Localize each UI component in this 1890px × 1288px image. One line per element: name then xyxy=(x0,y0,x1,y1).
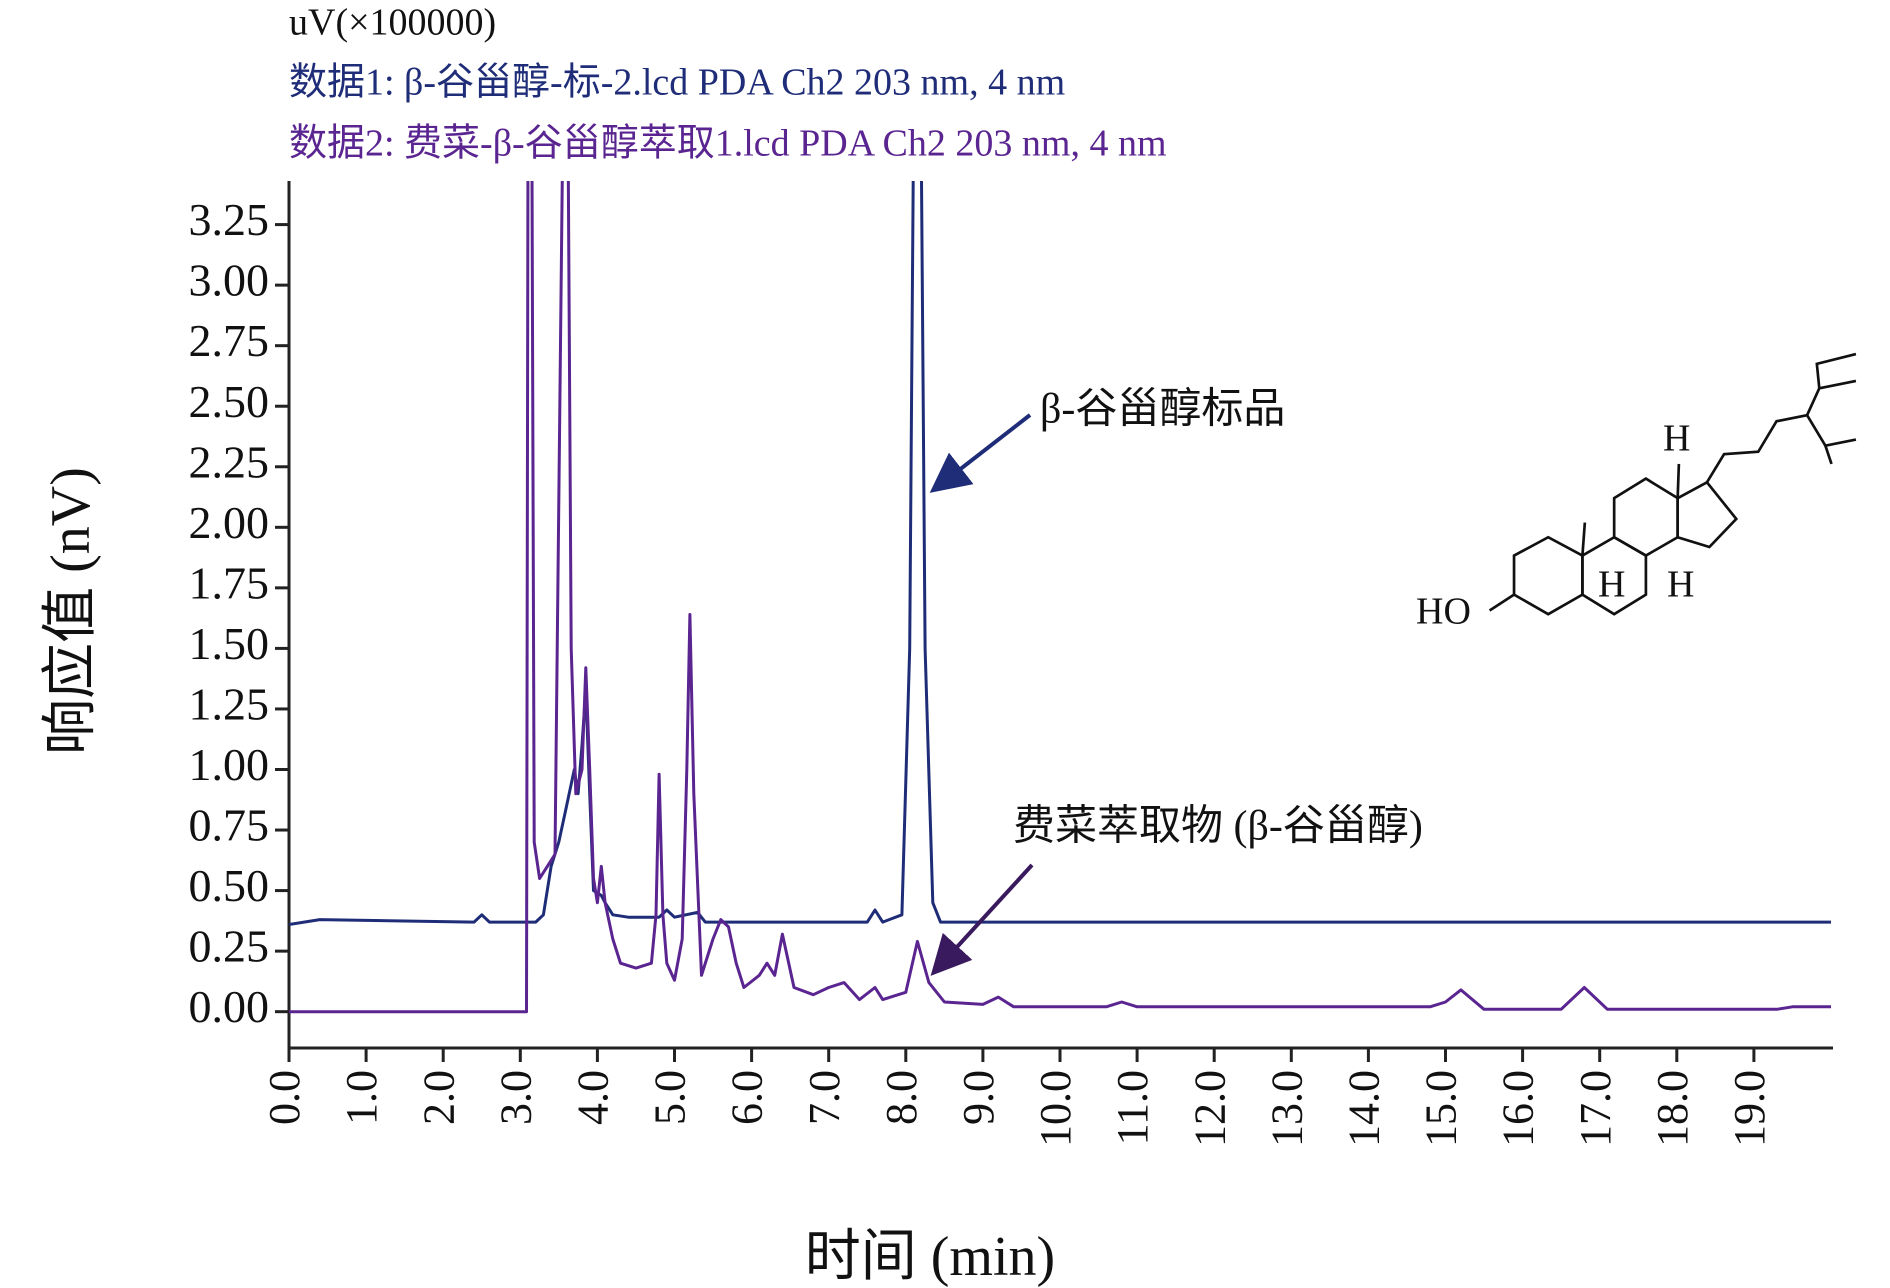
y-tick-label: 0.50 xyxy=(189,860,270,911)
annotation: β-谷甾醇标品 xyxy=(1040,387,1285,433)
y-tick-label: 1.75 xyxy=(189,557,270,608)
y-tick-label: 3.25 xyxy=(189,194,270,245)
structure-label: H xyxy=(1667,564,1694,606)
x-tick-label: 6.0 xyxy=(723,1070,772,1125)
x-axis-label: 时间 (min) xyxy=(805,1226,1055,1288)
x-tick-label: 2.0 xyxy=(414,1070,463,1125)
structure-label: H xyxy=(1598,564,1625,606)
annotation: 费菜萃取物 (β-谷甾醇) xyxy=(1013,804,1423,850)
y-tick-label: 2.75 xyxy=(189,315,270,366)
x-tick-label: 0.0 xyxy=(260,1070,309,1125)
x-tick-label: 18.0 xyxy=(1648,1070,1697,1147)
plot-area xyxy=(289,181,1831,1014)
x-tick-label: 17.0 xyxy=(1571,1070,1620,1147)
x-tick-label: 5.0 xyxy=(646,1070,695,1125)
x-tick-label: 14.0 xyxy=(1339,1070,1388,1147)
x-tick-label: 11.0 xyxy=(1108,1070,1157,1145)
y-tick-label: 0.00 xyxy=(189,981,270,1032)
x-tick-label: 4.0 xyxy=(568,1070,617,1125)
x-tick-label: 8.0 xyxy=(877,1070,926,1125)
x-tick-label: 1.0 xyxy=(337,1070,386,1125)
x-tick-label: 19.0 xyxy=(1725,1070,1774,1147)
y-tick-label: 0.75 xyxy=(189,800,270,851)
series-line xyxy=(289,181,1831,1014)
y-tick-label: 2.00 xyxy=(189,497,270,548)
y-tick-label: 1.50 xyxy=(189,618,270,669)
y-tick-label: 1.00 xyxy=(189,739,270,790)
x-tick-label: 15.0 xyxy=(1417,1070,1466,1147)
x-tick-label: 10.0 xyxy=(1031,1070,1080,1147)
structure-label: HO xyxy=(1416,591,1471,633)
legend-line: 数据2: 费菜-β-谷甾醇萃取1.lcd PDA Ch2 203 nm, 4 n… xyxy=(289,123,1167,165)
x-tick-label: 9.0 xyxy=(954,1070,1003,1125)
legend-line: 数据1: β-谷甾醇-标-2.lcd PDA Ch2 203 nm, 4 nm xyxy=(289,62,1065,104)
structure xyxy=(1488,352,1857,616)
unit-label: uV(×100000) xyxy=(289,2,496,44)
y-axis-label: 响应值 (nV) xyxy=(40,467,102,755)
x-tick-label: 13.0 xyxy=(1262,1070,1311,1147)
x-tick-label: 16.0 xyxy=(1494,1070,1543,1147)
y-tick-label: 2.25 xyxy=(189,436,270,487)
series-line xyxy=(289,181,1831,926)
y-tick-label: 2.50 xyxy=(189,376,270,427)
arrow xyxy=(930,863,1034,976)
x-tick-label: 3.0 xyxy=(491,1070,540,1125)
x-tick-label: 7.0 xyxy=(800,1070,849,1125)
y-tick-label: 3.00 xyxy=(189,255,270,306)
y-tick-label: 1.25 xyxy=(189,679,270,730)
arrow xyxy=(929,413,1032,493)
structure-label: H xyxy=(1663,418,1690,460)
y-tick-label: 0.25 xyxy=(189,921,270,972)
x-tick-label: 12.0 xyxy=(1185,1070,1234,1147)
